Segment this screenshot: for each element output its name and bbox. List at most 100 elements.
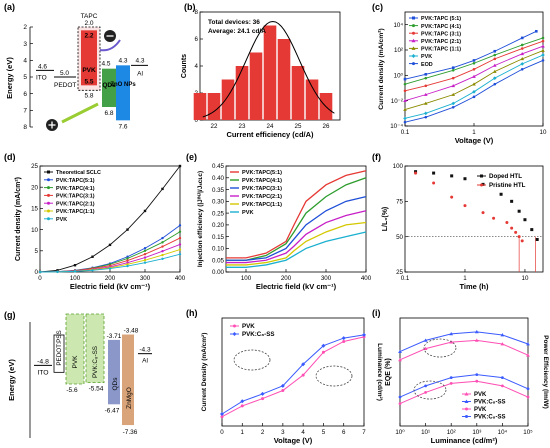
legend-label: PVK:TAPC (1:1) — [421, 47, 461, 53]
histogram-bar — [193, 93, 207, 120]
panel-e: 100 200 300 400 0.00 0.05 0.10 0.15 0.20 0.25 0.30… — [197, 163, 372, 291]
series-line — [399, 374, 529, 398]
data-point — [178, 164, 182, 168]
data-point — [520, 43, 524, 47]
histogram-bar — [291, 66, 305, 120]
legend-label: PVK:TAPC(4:1) — [56, 186, 95, 192]
y-tick-label: 0.20 — [212, 222, 225, 229]
legend-marker — [232, 332, 237, 336]
panel-d: 0 100 200 300 400 0 5 10 15 20 25 Electric field (k… — [15, 163, 186, 291]
data-point — [108, 267, 112, 270]
legend-marker — [480, 183, 483, 187]
data-point — [541, 44, 545, 48]
data-point — [91, 255, 94, 258]
legend-marker — [233, 324, 236, 328]
data-point — [424, 391, 427, 394]
x-tick-label: 2 — [261, 429, 265, 436]
data-point — [424, 115, 428, 119]
data-point — [161, 187, 164, 191]
data-point — [178, 248, 182, 251]
plot-frame — [225, 165, 367, 273]
data-point — [126, 228, 129, 231]
data-point — [143, 261, 147, 264]
data-point — [126, 263, 129, 266]
y-axis-label: EQE (%) — [385, 358, 392, 386]
data-point — [260, 391, 265, 396]
panel-label: (c) — [372, 2, 383, 12]
y-axis-label: Energy (eV) — [5, 57, 14, 99]
x-tick-label: 10⁰ — [395, 429, 405, 436]
tapc-homo: 5.8 — [84, 92, 93, 99]
y-axis-label: Counts — [181, 54, 188, 78]
x-tick-label: 400 — [175, 275, 186, 282]
electron-arrow-icon — [99, 39, 121, 52]
pedot-label: PEDOT:PSS — [56, 330, 63, 365]
data-point — [398, 402, 402, 406]
tapc-label: TAPC — [81, 13, 98, 20]
data-point — [472, 82, 476, 86]
pvk-box — [81, 30, 97, 86]
legend-label: PVK — [421, 54, 432, 60]
histogram-bar — [235, 66, 249, 120]
y-tick-label: 7 — [23, 108, 27, 115]
data-point — [475, 373, 479, 377]
data-point — [520, 57, 525, 61]
legend-label: PVK:TAPC(5:1) — [56, 178, 95, 184]
znmgo-homo: -7.36 — [123, 429, 138, 436]
x-tick-label: 10⁴ — [498, 429, 508, 436]
data-point — [474, 338, 479, 342]
panel-f: 0.1 1 10 25 50 75 100 Time (h) L/L₀(%) Doped HTL P… — [382, 163, 544, 291]
data-point — [56, 270, 59, 274]
data-point — [451, 105, 455, 109]
legend-marker — [412, 62, 415, 66]
legend-label: PVK:TAPC (2:1) — [421, 39, 461, 45]
al-value: -4.3 — [139, 347, 151, 354]
data-point — [451, 101, 456, 106]
data-point — [403, 120, 407, 124]
y-tick-label: 0.15 — [212, 234, 225, 241]
data-point — [403, 82, 407, 86]
data-point — [281, 388, 285, 392]
series-line — [399, 380, 529, 405]
x-tick-label: 10³ — [472, 429, 481, 436]
data-point — [523, 218, 527, 222]
data-point — [450, 174, 454, 178]
y-tick-label: 15 — [31, 206, 38, 213]
data-point — [432, 181, 436, 185]
x-axis-label: Voltage (V) — [455, 136, 494, 145]
data-point — [481, 182, 485, 186]
y-tick-label: 0.35 — [212, 187, 225, 194]
data-point — [474, 329, 479, 334]
y-tick-label: 4 — [23, 58, 27, 65]
y-axis-label: Current density (mA/cm²) — [378, 28, 385, 110]
data-point — [541, 59, 545, 62]
data-point — [541, 48, 545, 52]
y-tick-label: 25 — [396, 269, 403, 276]
qds-lumo: 4.5 — [101, 61, 110, 68]
x-axis-label: Luminance (cd/m²) — [431, 436, 498, 445]
legend-label: PVK:TAPC(4:1) — [242, 178, 282, 184]
y-tick-label: 100 — [393, 163, 404, 170]
right-axis-label: Power Efficiency (lm/W) — [542, 335, 549, 409]
legend-marker — [480, 174, 483, 178]
y-tick-label: 10² — [394, 47, 403, 54]
data-point — [493, 53, 497, 57]
data-point — [342, 339, 346, 343]
data-point — [261, 397, 265, 401]
data-point — [143, 252, 147, 256]
right-axis-label: Luminance (cd/m²) — [376, 343, 383, 401]
data-point — [403, 77, 407, 81]
series-line — [399, 339, 529, 361]
x-tick-label: 10⁵ — [523, 429, 533, 436]
y-axis-label: Energy (eV) — [7, 359, 16, 401]
data-point — [520, 62, 525, 66]
series-line — [226, 170, 367, 259]
data-point — [451, 68, 455, 72]
y-tick-label: 5 — [35, 248, 39, 255]
x-tick-label: 26 — [323, 123, 330, 130]
data-point — [301, 362, 306, 367]
x-tick-label: 0 — [220, 429, 224, 436]
x-tick-label: 200 — [281, 275, 292, 282]
y-tick-label: 10⁰ — [394, 73, 404, 80]
series-line — [399, 331, 529, 353]
